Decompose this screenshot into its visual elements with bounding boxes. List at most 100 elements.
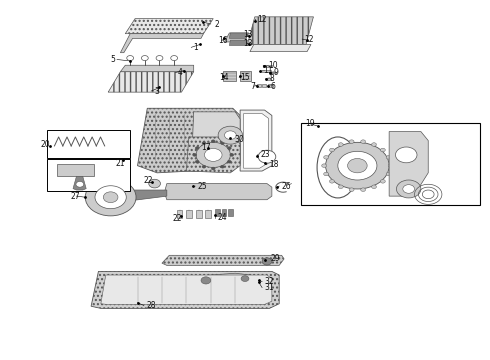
Circle shape — [329, 148, 334, 152]
Circle shape — [380, 148, 385, 152]
Polygon shape — [125, 19, 213, 34]
Circle shape — [326, 142, 389, 189]
Text: 2: 2 — [214, 19, 219, 28]
Polygon shape — [247, 17, 314, 44]
Bar — [262, 84, 266, 87]
Text: 27: 27 — [71, 192, 80, 201]
Bar — [176, 210, 182, 218]
Circle shape — [361, 140, 366, 143]
Bar — [47, 130, 130, 158]
Text: 11: 11 — [263, 67, 272, 76]
Text: 13: 13 — [244, 30, 253, 39]
Text: 3: 3 — [154, 86, 159, 95]
Polygon shape — [191, 112, 240, 171]
Circle shape — [227, 160, 231, 163]
Bar — [221, 210, 226, 216]
Ellipse shape — [206, 185, 215, 195]
Circle shape — [347, 158, 367, 173]
Circle shape — [195, 147, 199, 149]
Text: 7: 7 — [250, 82, 255, 91]
Circle shape — [322, 164, 327, 167]
Polygon shape — [111, 190, 167, 201]
Ellipse shape — [192, 185, 200, 195]
Bar — [205, 210, 211, 218]
Bar — [215, 210, 220, 216]
Text: 4: 4 — [178, 68, 183, 77]
Text: 9: 9 — [274, 68, 279, 77]
Text: 17: 17 — [201, 143, 211, 152]
Circle shape — [338, 185, 343, 189]
Ellipse shape — [250, 185, 259, 195]
Text: 6: 6 — [271, 82, 276, 91]
Polygon shape — [121, 65, 194, 72]
Text: 24: 24 — [217, 213, 227, 222]
Text: 22: 22 — [172, 214, 182, 223]
Text: 15: 15 — [240, 73, 250, 82]
Polygon shape — [164, 184, 272, 200]
Circle shape — [127, 55, 134, 60]
Circle shape — [171, 55, 177, 60]
Bar — [263, 65, 272, 67]
Text: 20: 20 — [41, 140, 50, 149]
Text: 32: 32 — [265, 277, 274, 286]
Circle shape — [338, 151, 377, 180]
Text: 1: 1 — [194, 43, 198, 52]
Circle shape — [241, 276, 249, 282]
Circle shape — [142, 55, 148, 60]
Polygon shape — [73, 176, 86, 190]
Text: 21: 21 — [116, 159, 125, 168]
Circle shape — [338, 143, 343, 146]
Circle shape — [395, 147, 417, 163]
Circle shape — [230, 153, 234, 156]
Polygon shape — [244, 114, 269, 168]
Circle shape — [224, 131, 236, 139]
Circle shape — [329, 180, 334, 183]
Text: 28: 28 — [147, 301, 156, 310]
Text: 14: 14 — [219, 73, 229, 82]
Ellipse shape — [236, 185, 245, 195]
Polygon shape — [138, 108, 240, 173]
Circle shape — [193, 153, 196, 156]
Circle shape — [202, 142, 206, 144]
Circle shape — [218, 126, 243, 144]
Text: 12: 12 — [305, 35, 314, 44]
Circle shape — [262, 258, 272, 265]
Text: 26: 26 — [282, 181, 291, 190]
Polygon shape — [224, 33, 249, 42]
Circle shape — [324, 156, 329, 159]
Text: 31: 31 — [265, 283, 274, 292]
Circle shape — [149, 179, 160, 188]
Circle shape — [103, 192, 118, 203]
Text: 5: 5 — [111, 55, 116, 64]
Circle shape — [380, 180, 385, 183]
Polygon shape — [250, 44, 311, 51]
Ellipse shape — [177, 185, 186, 195]
Circle shape — [403, 185, 415, 193]
Polygon shape — [186, 137, 240, 173]
Circle shape — [386, 172, 391, 176]
Text: 22: 22 — [144, 176, 153, 185]
Circle shape — [85, 179, 136, 216]
Text: 30: 30 — [234, 135, 244, 144]
Bar — [228, 210, 233, 216]
Polygon shape — [229, 33, 247, 39]
Bar — [260, 70, 271, 72]
Circle shape — [195, 160, 199, 163]
Text: 23: 23 — [261, 150, 270, 159]
Circle shape — [76, 181, 84, 187]
Text: 16: 16 — [218, 36, 228, 45]
Circle shape — [258, 150, 276, 163]
Circle shape — [349, 140, 354, 143]
Bar — [57, 164, 94, 176]
Text: 25: 25 — [197, 181, 207, 190]
Circle shape — [196, 142, 230, 167]
Text: 29: 29 — [270, 255, 280, 264]
Bar — [270, 72, 276, 73]
Text: 10: 10 — [268, 61, 278, 70]
Circle shape — [371, 185, 376, 189]
Bar — [266, 78, 271, 80]
Circle shape — [361, 188, 366, 192]
Polygon shape — [108, 72, 194, 92]
Circle shape — [202, 165, 206, 168]
Text: 12: 12 — [257, 15, 267, 24]
